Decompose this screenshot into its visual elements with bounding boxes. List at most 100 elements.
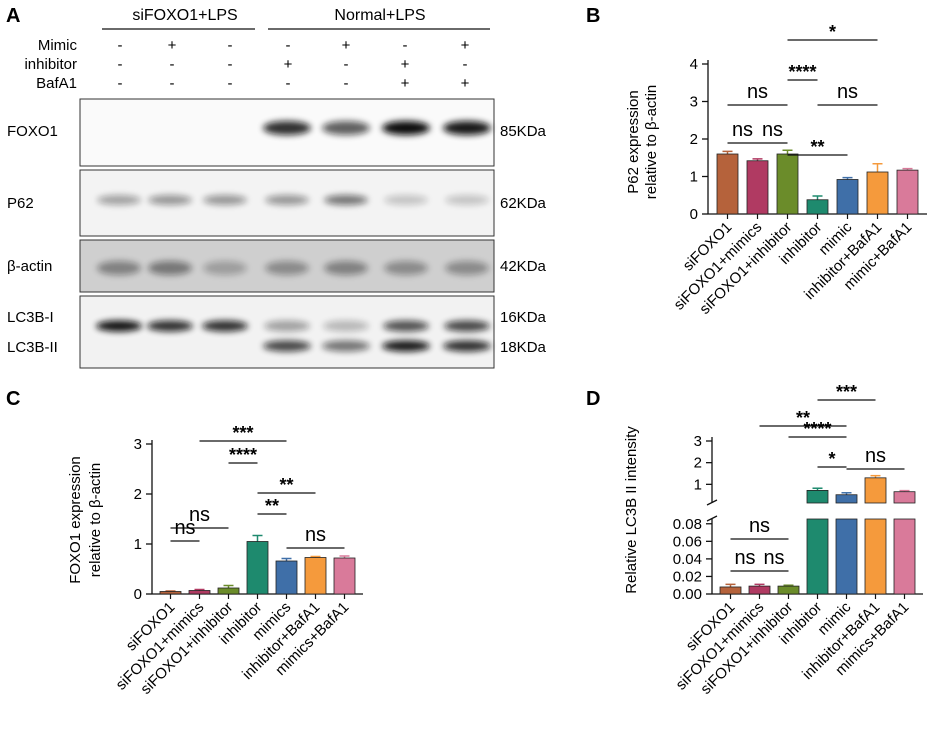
blot-band xyxy=(324,195,368,205)
y-tick-label: 1 xyxy=(694,476,702,493)
blot-band xyxy=(147,320,193,332)
significance-label: ns xyxy=(747,81,768,103)
y-tick-label: 1 xyxy=(690,169,698,186)
bar xyxy=(806,199,829,215)
significance-label: ns xyxy=(734,547,755,569)
y-tick-label: 3 xyxy=(690,94,698,111)
significance-label: * xyxy=(828,449,835,469)
bar-lower xyxy=(835,518,858,595)
treatment-sign: - xyxy=(228,37,233,54)
blot-band xyxy=(384,261,428,275)
blot-band xyxy=(384,195,428,205)
blot-band xyxy=(202,320,248,332)
bar xyxy=(746,160,769,215)
bar xyxy=(748,585,771,595)
y-tick-label: 0.08 xyxy=(673,516,702,533)
significance-label: ns xyxy=(837,81,858,103)
y-tick-label: 2 xyxy=(134,486,142,503)
blot-band xyxy=(382,121,430,135)
y-tick-label: 3 xyxy=(694,433,702,450)
blot-band xyxy=(97,195,141,205)
treatment-sign: + xyxy=(461,37,470,54)
significance-label: ns xyxy=(762,119,783,141)
significance-label: * xyxy=(829,22,836,42)
blot-band xyxy=(383,320,429,332)
treatment-sign: - xyxy=(118,56,123,73)
bar xyxy=(304,557,327,595)
y-tick-label: 2 xyxy=(694,455,702,472)
group-label-sifoxo1: siFOXO1+LPS xyxy=(132,7,237,24)
chart-c-ylabel-line1: FOXO1 expression xyxy=(67,456,84,584)
y-tick-label: 0.06 xyxy=(673,533,702,550)
bar xyxy=(776,153,799,215)
bar xyxy=(836,179,859,215)
blot-band xyxy=(322,340,370,352)
blot-size-lc3b-i: 16KDa xyxy=(500,309,547,326)
bar xyxy=(188,590,211,595)
significance-label: ** xyxy=(810,137,824,157)
panel-letter-b: B xyxy=(586,5,600,27)
y-tick-label: 0.02 xyxy=(673,568,702,585)
chart-c-ylabel-line2: relative to β-actin xyxy=(87,463,104,578)
bar xyxy=(719,586,742,595)
significance-label: ** xyxy=(279,475,293,495)
bar xyxy=(159,591,182,595)
y-tick-label: 2 xyxy=(690,131,698,148)
blot-band xyxy=(382,340,430,352)
blot-band xyxy=(444,320,490,332)
treatment-sign: - xyxy=(463,56,468,73)
treatment-sign: - xyxy=(403,37,408,54)
panel-letter-d: D xyxy=(586,388,600,410)
bar-upper xyxy=(835,494,858,504)
chart-d: Relative LC3B II intensity 1 2 3 0.000.02 0.… xyxy=(623,382,923,698)
axis-break-mark xyxy=(706,515,718,522)
treatment-sign: - xyxy=(344,56,349,73)
group-label-normal: Normal+LPS xyxy=(334,7,425,24)
row-label-bafa1: BafA1 xyxy=(36,75,77,92)
chart-b-ylabel-line1: P62 expression xyxy=(625,90,642,193)
blot-band xyxy=(148,195,192,205)
y-tick-label: 3 xyxy=(134,436,142,453)
significance-label: ** xyxy=(265,496,279,516)
y-tick-label: 0.00 xyxy=(673,586,702,603)
row-label-inhibitor: inhibitor xyxy=(24,56,77,73)
bar-lower xyxy=(806,518,829,595)
bar-lower xyxy=(893,518,916,595)
treatment-sign: + xyxy=(401,56,410,73)
bar xyxy=(716,153,739,215)
treatment-sign: + xyxy=(168,37,177,54)
y-tick-label: 0 xyxy=(690,206,698,223)
treatment-sign: - xyxy=(344,75,349,92)
treatment-sign: - xyxy=(170,56,175,73)
blot-band xyxy=(443,121,491,135)
axis-break-mark xyxy=(706,499,718,506)
blot-band xyxy=(324,261,368,275)
significance-label: **** xyxy=(788,62,816,82)
treatment-sign: + xyxy=(342,37,351,54)
significance-label: ns xyxy=(305,524,326,546)
blot-frame-lc3b xyxy=(79,295,495,369)
significance-label: ns xyxy=(763,547,784,569)
bar xyxy=(333,557,356,595)
blot-label-lc3b-i: LC3B-I xyxy=(7,309,54,326)
blot-label-lc3b-ii: LC3B-II xyxy=(7,339,58,356)
panel-letter-a: A xyxy=(6,5,20,27)
significance-label: ns xyxy=(732,119,753,141)
blot-label-actin: β-actin xyxy=(7,258,52,275)
blot-band xyxy=(445,261,489,275)
treatment-sign: - xyxy=(170,75,175,92)
significance-label: ** xyxy=(796,408,810,428)
chart-d-ylabel: Relative LC3B II intensity xyxy=(623,426,640,594)
bar xyxy=(866,171,889,215)
treatment-sign: - xyxy=(118,75,123,92)
blot-size-foxo1: 85KDa xyxy=(500,123,547,140)
treatment-sign: - xyxy=(286,75,291,92)
y-tick-label: 4 xyxy=(690,56,698,73)
significance-label: ns xyxy=(749,515,770,537)
significance-label: *** xyxy=(836,382,857,402)
bar xyxy=(246,541,269,595)
significance-label: ns xyxy=(189,504,210,526)
significance-label: ns xyxy=(174,517,195,539)
blot-band xyxy=(445,195,489,205)
